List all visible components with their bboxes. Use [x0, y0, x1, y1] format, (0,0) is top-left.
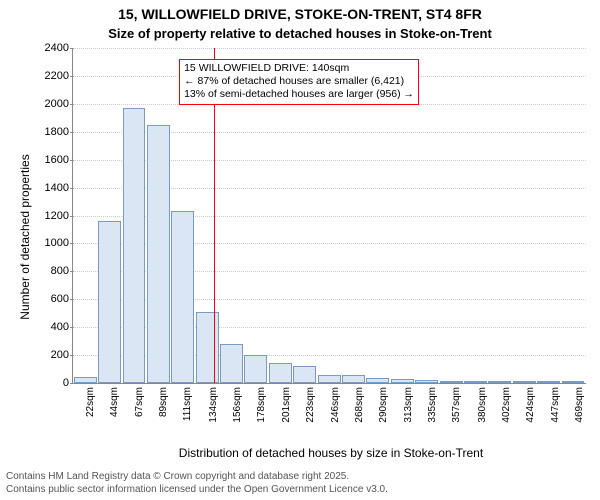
- histogram-bar: [391, 379, 414, 383]
- y-tick-label: 200: [29, 349, 69, 361]
- histogram-bar: [74, 377, 97, 383]
- x-tick-label: 447sqm: [550, 387, 561, 423]
- x-tick-label: 89sqm: [158, 387, 169, 417]
- x-tick-label: 156sqm: [232, 387, 243, 423]
- histogram-bar: [293, 366, 316, 383]
- annotation-line-3: 13% of semi-detached houses are larger (…: [184, 88, 414, 101]
- x-tick-label: 201sqm: [281, 387, 292, 423]
- x-tick-label: 246sqm: [330, 387, 341, 423]
- x-tick-label: 134sqm: [208, 387, 219, 423]
- x-tick-label: 44sqm: [109, 387, 120, 417]
- histogram-bar: [244, 355, 267, 383]
- y-tick-label: 2400: [29, 42, 69, 54]
- x-axis-label: Distribution of detached houses by size …: [72, 446, 590, 460]
- histogram-bar: [366, 378, 389, 383]
- x-tick-label: 402sqm: [501, 387, 512, 423]
- histogram-bar: [537, 381, 560, 383]
- x-tick-label: 178sqm: [256, 387, 267, 423]
- x-tick-label: 223sqm: [305, 387, 316, 423]
- x-tick-label: 111sqm: [182, 387, 193, 421]
- y-tick-label: 2000: [29, 98, 69, 110]
- histogram-bar: [196, 312, 219, 383]
- histogram-bar: [123, 108, 146, 383]
- y-tick-label: 1800: [29, 126, 69, 138]
- x-tick-label: 67sqm: [134, 387, 145, 417]
- histogram-bar: [562, 381, 585, 383]
- histogram-bar: [318, 375, 341, 383]
- histogram-bar: [220, 344, 243, 383]
- histogram-bar: [269, 363, 292, 383]
- y-tick-label: 800: [29, 265, 69, 277]
- chart-subtitle: Size of property relative to detached ho…: [0, 26, 600, 41]
- histogram-bar: [98, 221, 121, 383]
- chart-container: 15, WILLOWFIELD DRIVE, STOKE-ON-TRENT, S…: [0, 0, 600, 500]
- y-tick-label: 400: [29, 321, 69, 333]
- x-tick-label: 290sqm: [378, 387, 389, 423]
- annotation-line-1: 15 WILLOWFIELD DRIVE: 140sqm: [184, 62, 414, 75]
- histogram-bar: [171, 211, 194, 383]
- gridline: [73, 48, 586, 49]
- y-tick-label: 1000: [29, 237, 69, 249]
- y-tick-label: 0: [29, 377, 69, 389]
- histogram-bar: [342, 375, 365, 383]
- chart-title: 15, WILLOWFIELD DRIVE, STOKE-ON-TRENT, S…: [0, 6, 600, 22]
- plot-area: 0200400600800100012001400160018002000220…: [72, 48, 586, 384]
- histogram-bar: [513, 381, 536, 383]
- x-tick-label: 424sqm: [525, 387, 536, 423]
- footer-attribution: Contains HM Land Registry data © Crown c…: [6, 471, 388, 496]
- x-tick-label: 380sqm: [477, 387, 488, 423]
- x-tick-label: 268sqm: [354, 387, 365, 423]
- annotation-box: 15 WILLOWFIELD DRIVE: 140sqm← 87% of det…: [179, 59, 419, 104]
- histogram-bar: [464, 381, 487, 383]
- y-tick-label: 1600: [29, 154, 69, 166]
- x-tick-label: 313sqm: [403, 387, 414, 423]
- histogram-bar: [440, 381, 463, 383]
- x-tick-label: 357sqm: [451, 387, 462, 423]
- y-tick-label: 1400: [29, 182, 69, 194]
- histogram-bar: [488, 381, 511, 383]
- annotation-line-2: ← 87% of detached houses are smaller (6,…: [184, 75, 414, 88]
- y-tick-label: 600: [29, 293, 69, 305]
- footer-line-2: Contains public sector information licen…: [6, 484, 388, 497]
- x-tick-label: 22sqm: [85, 387, 96, 417]
- histogram-bar: [415, 380, 438, 383]
- y-tick-label: 2200: [29, 70, 69, 82]
- histogram-bar: [147, 125, 170, 383]
- x-tick-label: 335sqm: [427, 387, 438, 423]
- x-tick-label: 469sqm: [574, 387, 585, 423]
- footer-line-1: Contains HM Land Registry data © Crown c…: [6, 471, 388, 484]
- y-tick-label: 1200: [29, 210, 69, 222]
